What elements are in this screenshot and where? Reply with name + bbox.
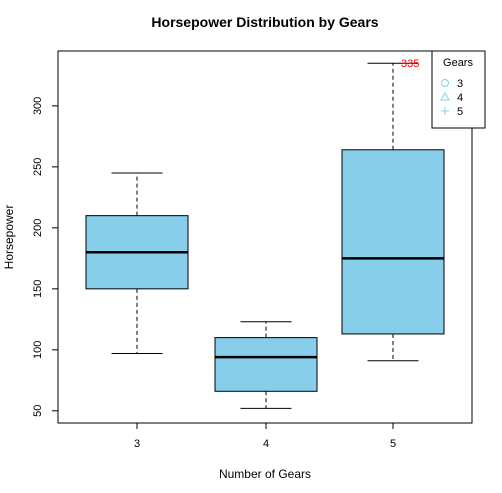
x-tick-label: 3 <box>134 438 140 450</box>
box-gear-3 <box>85 172 189 354</box>
legend-entry-label: 4 <box>457 92 463 104</box>
y-tick-label: 300 <box>32 97 44 115</box>
plus-icon <box>441 107 449 115</box>
annotations-group: 335 <box>401 58 419 70</box>
box-gear-4 <box>214 321 318 409</box>
x-axis-label: Number of Gears <box>219 467 311 481</box>
legend-entry-label: 5 <box>457 106 463 118</box>
plot-frame <box>57 50 473 424</box>
boxes-group <box>85 62 445 409</box>
x-tick-label: 5 <box>390 438 396 450</box>
y-axis: 50 100 150 200 250 300 <box>32 97 58 417</box>
y-tick-label: 200 <box>32 219 44 237</box>
y-tick-label: 250 <box>32 158 44 176</box>
x-tick-label: 4 <box>263 438 269 450</box>
chart-title: Horsepower Distribution by Gears <box>151 14 378 30</box>
legend-box <box>431 50 486 129</box>
y-axis-label: Horsepower <box>2 205 16 270</box>
legend-title: Gears <box>443 57 473 69</box>
legend-entry-label: 3 <box>457 78 463 90</box>
legend: Gears 3 4 5 <box>431 50 486 129</box>
triangle-icon <box>440 91 450 101</box>
iqr-box <box>214 337 318 392</box>
y-tick-label: 150 <box>32 280 44 298</box>
y-tick-label: 100 <box>32 341 44 359</box>
box-gear-5 <box>341 62 445 362</box>
circle-icon <box>441 79 449 87</box>
annotation-label: 335 <box>401 58 419 70</box>
iqr-box <box>341 149 445 335</box>
y-tick-label: 50 <box>32 405 44 417</box>
x-axis: 3 4 5 <box>134 423 396 450</box>
